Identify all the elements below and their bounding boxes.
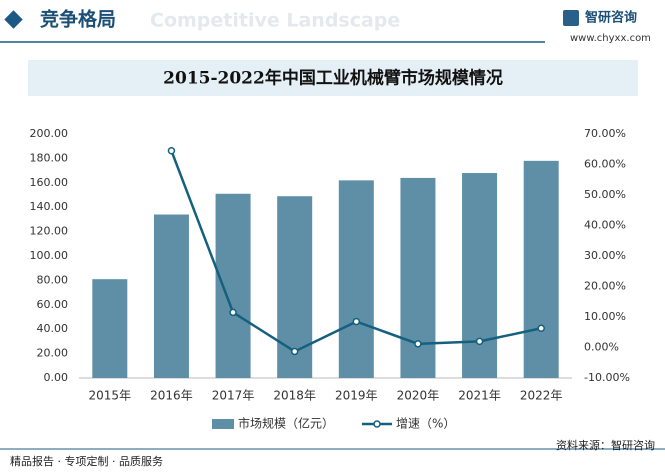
legend-swatch xyxy=(212,419,234,429)
line-point xyxy=(537,324,545,333)
bar xyxy=(277,196,313,378)
y-tick-label: 80.00 xyxy=(37,273,69,286)
line-point xyxy=(229,308,237,317)
y-tick-label: 0.00 xyxy=(44,371,69,384)
y-tick-label: 40.00 xyxy=(37,322,69,335)
bar xyxy=(338,180,374,378)
header-icon xyxy=(4,10,23,29)
line-point xyxy=(352,317,361,326)
title-band xyxy=(28,60,638,96)
footer-source: 资料来源：智研咨询 xyxy=(556,438,655,452)
x-tick-label: 2018年 xyxy=(273,389,316,403)
y2-tick-label: 40.00% xyxy=(584,219,626,232)
y2-tick-label: 20.00% xyxy=(584,280,626,293)
line-point xyxy=(414,340,422,348)
x-tick-label: 2016年 xyxy=(150,389,193,403)
x-tick-label: 2017年 xyxy=(212,389,255,403)
y2-tick-label: 10.00% xyxy=(584,310,626,323)
x-tick-label: 2020年 xyxy=(397,389,440,403)
y2-tick-label: 0.00% xyxy=(584,341,619,354)
x-tick-label: 2021年 xyxy=(458,389,501,403)
footer-slogan: 精品报告 · 专项定制 · 品质服务 xyxy=(10,454,163,468)
bar xyxy=(92,279,128,378)
x-tick-label: 2022年 xyxy=(520,389,563,403)
bar xyxy=(153,214,189,378)
bar xyxy=(400,177,436,378)
y-tick-label: 20.00 xyxy=(37,347,69,360)
y2-tick-label: 30.00% xyxy=(584,249,626,262)
legend-label: 市场规模（亿元） xyxy=(238,416,334,431)
x-tick-label: 2019年 xyxy=(335,389,378,403)
bar xyxy=(215,193,251,378)
y-tick-label: 120.00 xyxy=(30,225,69,238)
legend-label: 增速（%） xyxy=(396,417,455,431)
y-tick-label: 140.00 xyxy=(30,200,69,213)
header-title: 竞争格局 xyxy=(40,8,116,31)
header-subtitle: Competitive Landscape xyxy=(150,10,400,32)
y2-tick-label: 70.00% xyxy=(584,127,626,140)
y2-tick-label: -10.00% xyxy=(584,371,630,384)
brand-name: 智研咨询 xyxy=(585,10,637,26)
y-tick-label: 180.00 xyxy=(30,151,69,164)
legend-swatch xyxy=(373,420,381,428)
y-tick-label: 160.00 xyxy=(30,176,69,189)
line-point xyxy=(290,347,299,356)
brand-url: www.chyxx.com xyxy=(570,33,651,44)
y-tick-label: 100.00 xyxy=(30,249,69,262)
bar xyxy=(462,173,498,378)
y2-tick-label: 60.00% xyxy=(584,158,626,171)
line-point xyxy=(475,337,484,346)
chart-title: 2015-2022年中国工业机械臂市场规模情况 xyxy=(163,68,503,89)
x-tick-label: 2015年 xyxy=(89,389,132,403)
y2-tick-label: 50.00% xyxy=(584,188,626,201)
brand-logo xyxy=(563,10,579,26)
y-tick-label: 60.00 xyxy=(37,298,69,311)
bar xyxy=(523,160,559,378)
y-tick-label: 200.00 xyxy=(30,127,69,140)
line-point xyxy=(167,147,176,155)
